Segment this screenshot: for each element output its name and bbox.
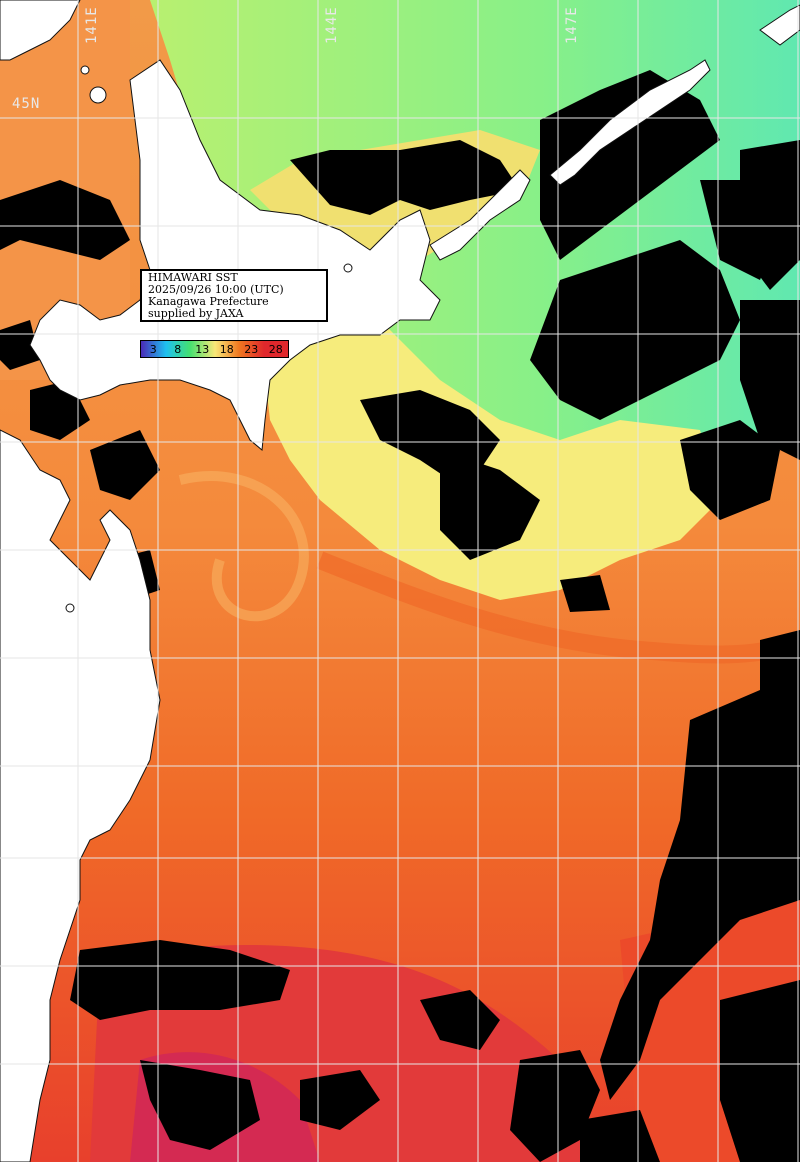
legend-value: 8 — [174, 342, 182, 356]
temperature-legend: 3 8 13 18 23 28 — [140, 340, 289, 358]
info-credit: supplied by JAXA — [148, 307, 244, 320]
legend-value: 13 — [195, 342, 210, 356]
legend-cell: 23 — [239, 341, 264, 357]
legend-value: 28 — [268, 342, 283, 356]
legend-cell: 28 — [263, 341, 288, 357]
legend-cell: 8 — [165, 341, 190, 357]
lon-label-144e: 144E — [324, 6, 340, 44]
legend-value: 18 — [219, 342, 234, 356]
lat-label-45n: 45N — [12, 96, 41, 112]
legend-cell: 18 — [214, 341, 239, 357]
legend-value: 23 — [244, 342, 259, 356]
lon-label-147e: 147E — [564, 6, 580, 44]
legend-value: 3 — [149, 342, 157, 356]
info-title: HIMAWARI SST — [148, 271, 238, 284]
info-box: HIMAWARI SST 2025/09/26 10:00 (UTC) Kana… — [140, 269, 328, 322]
info-datetime: 2025/09/26 10:00 (UTC) — [148, 283, 284, 296]
lon-label-141e: 141E — [84, 6, 100, 44]
legend-cell: 3 — [141, 341, 166, 357]
info-region: Kanagawa Prefecture — [148, 295, 269, 308]
legend-cell: 13 — [190, 341, 215, 357]
